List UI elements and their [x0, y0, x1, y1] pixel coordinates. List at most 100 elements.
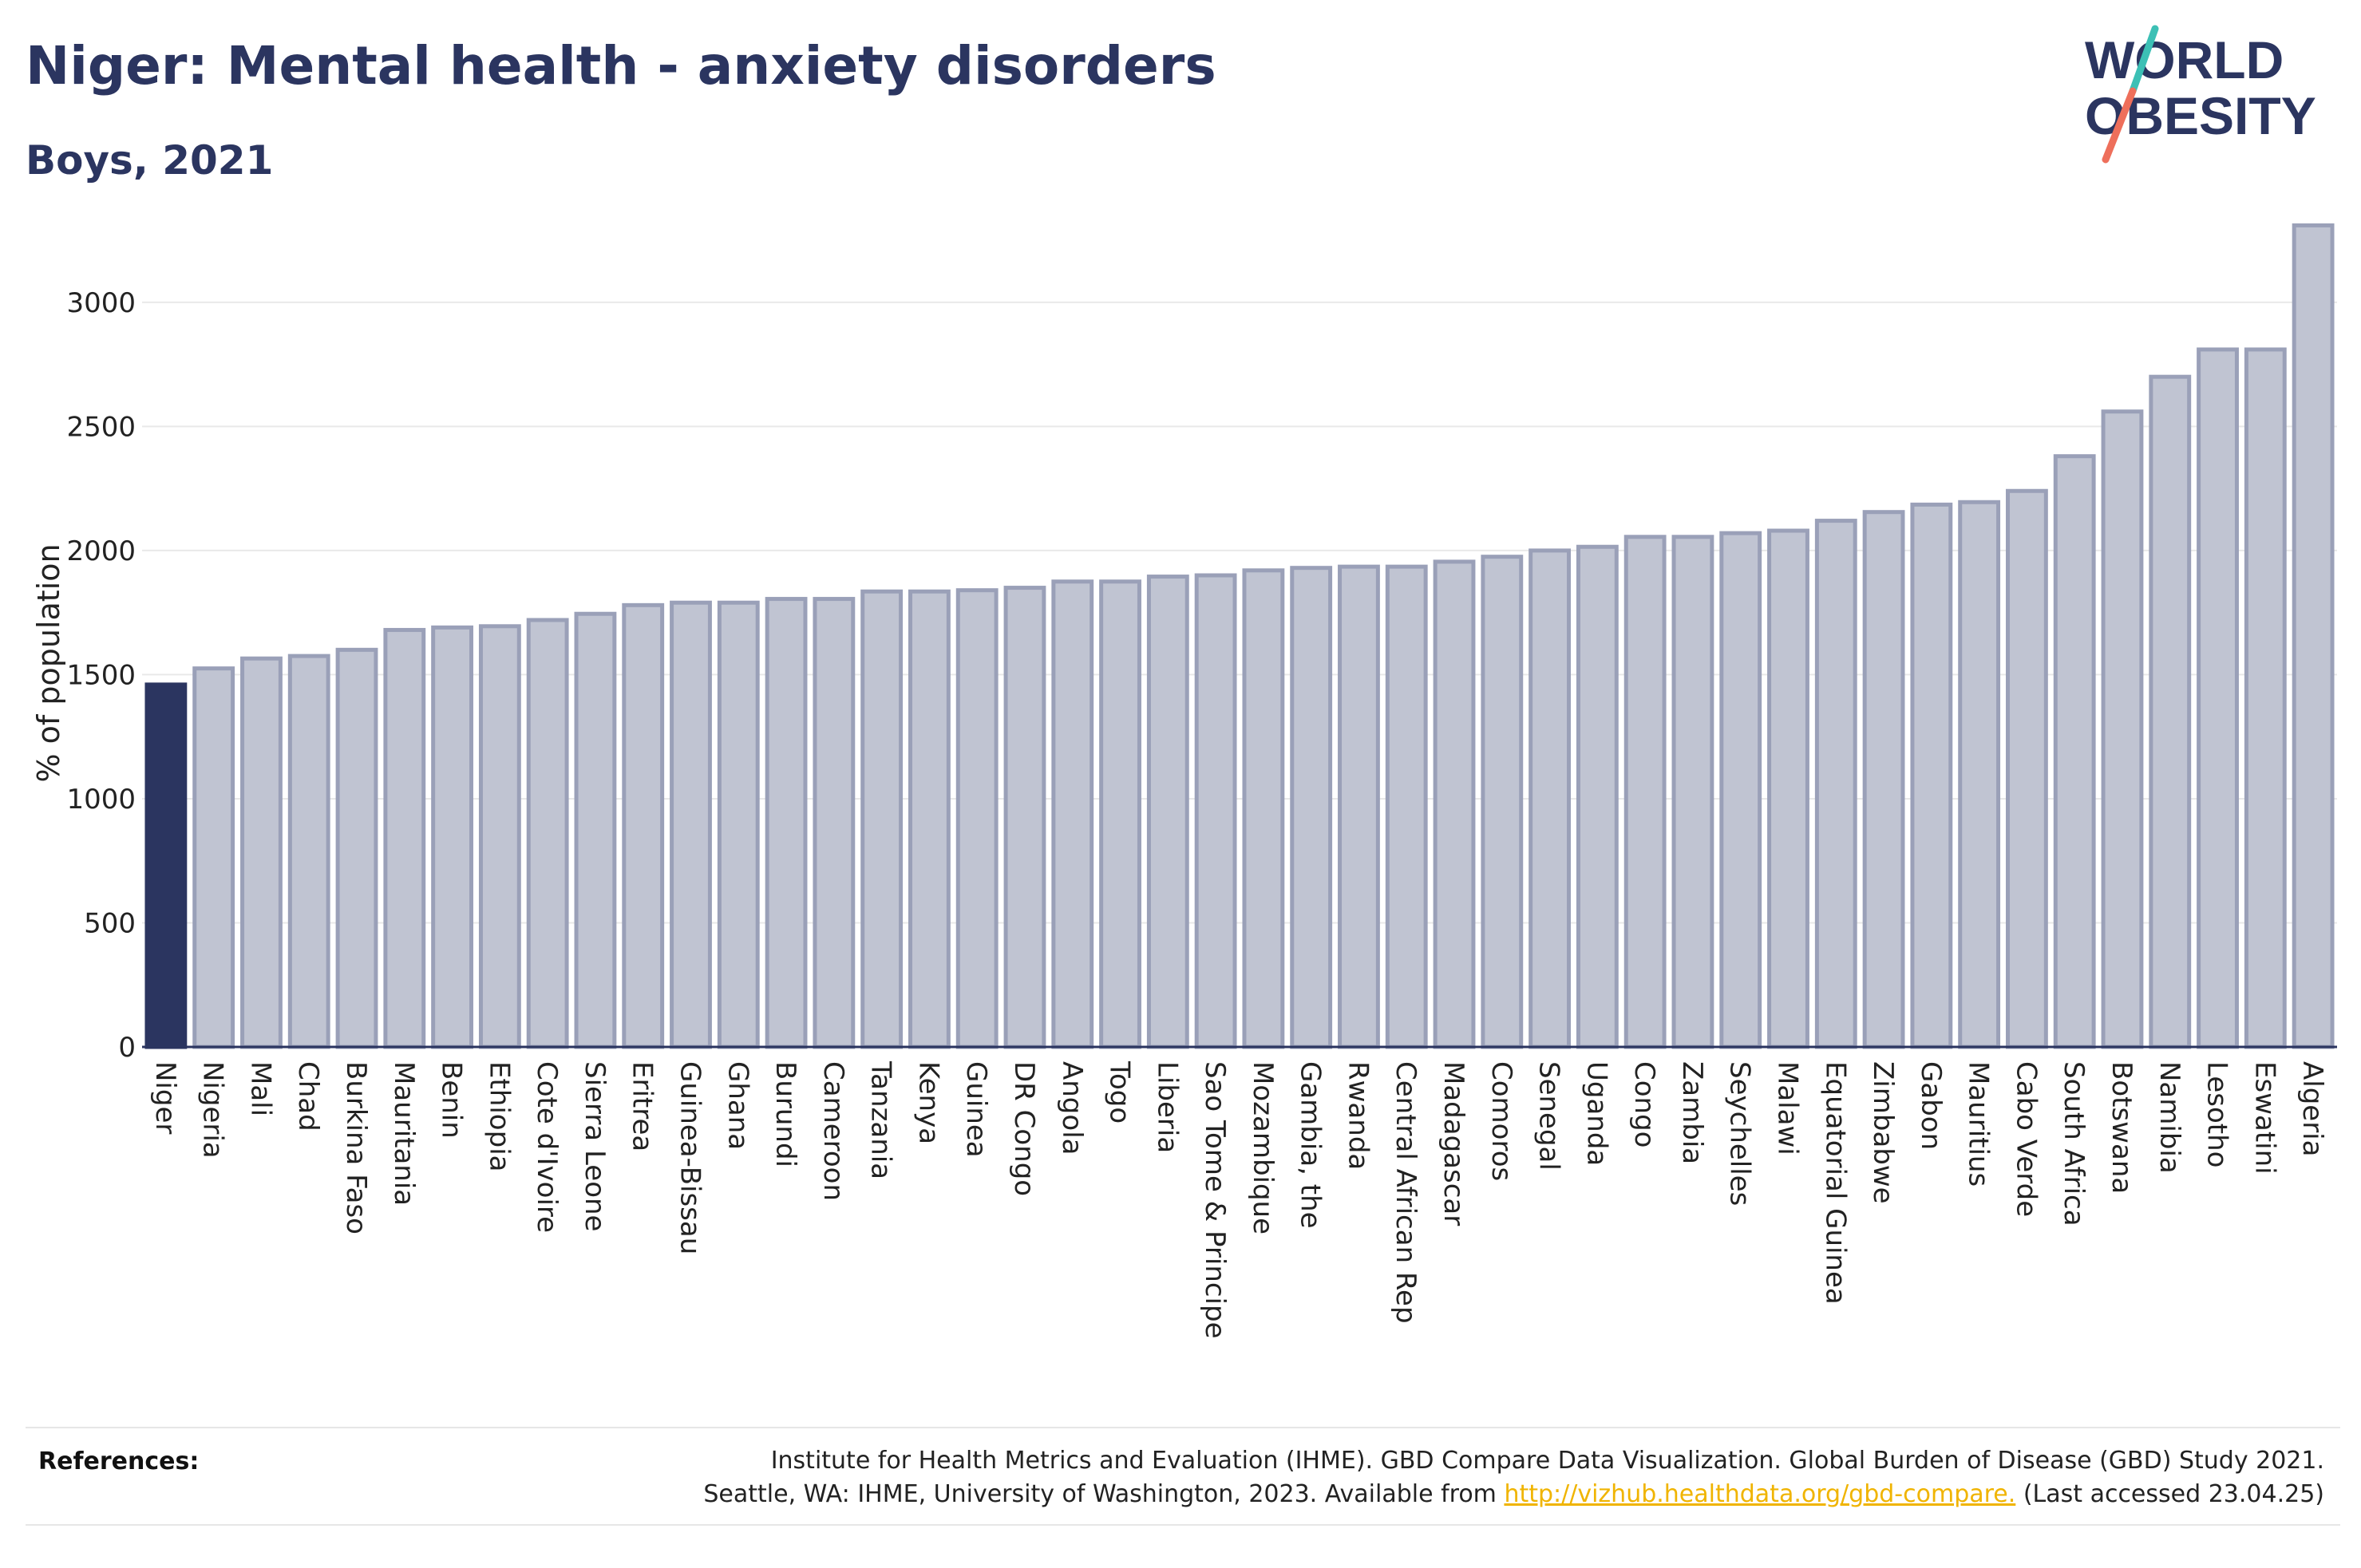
x-tick-label: Ghana	[722, 1061, 753, 1150]
bar-cameroon	[813, 597, 856, 1049]
x-tick-label: Niger	[149, 1061, 181, 1134]
x-tick-label: Mozambique	[1247, 1061, 1279, 1234]
bar-kenya	[908, 589, 951, 1049]
logo-slash-bottom	[2102, 87, 2137, 164]
x-tick-label: Kenya	[912, 1061, 944, 1144]
x-tick-label: Sao Tome & Principe	[1199, 1061, 1231, 1339]
y-tick-label: 0	[118, 1032, 136, 1064]
world-obesity-logo: WORLD OBESITY	[2085, 25, 2316, 164]
bar-malawi	[1767, 528, 1809, 1049]
bar-ethiopia	[478, 624, 521, 1049]
bar-gabon	[1910, 502, 1953, 1049]
x-tick-label: Chad	[292, 1061, 324, 1132]
x-tick-label: Central African Rep	[1390, 1061, 1422, 1324]
x-tick-label: Equatorial Guinea	[1819, 1061, 1851, 1305]
bar-mauritania	[383, 627, 426, 1049]
x-tick-label: Rwanda	[1342, 1061, 1374, 1170]
bar-seychelles	[1719, 531, 1762, 1049]
references-divider-bottom	[26, 1524, 2340, 1526]
bar-equatorial-guinea	[1814, 519, 1857, 1049]
x-tick-label: Eritrea	[627, 1061, 658, 1151]
y-tick-label: 3000	[66, 287, 136, 319]
bar-mozambique	[1242, 568, 1285, 1049]
x-tick-label: Angola	[1056, 1061, 1088, 1155]
bar-rwanda	[1338, 564, 1380, 1049]
bar-central-african-rep	[1385, 564, 1428, 1049]
bar-mauritius	[1958, 500, 2001, 1049]
bar-niger	[144, 682, 188, 1049]
y-tick-label: 2500	[66, 411, 136, 443]
logo-word-1: WORLD	[2085, 30, 2284, 89]
bar-cote-d-ivoire	[526, 618, 569, 1049]
x-tick-label: Lesotho	[2201, 1061, 2233, 1167]
x-tick-label: Seychelles	[1724, 1061, 1756, 1206]
bar-zambia	[1671, 535, 1714, 1049]
x-tick-label: Nigeria	[197, 1061, 229, 1159]
reference-link[interactable]: http://vizhub.healthdata.org/gbd-compare…	[1504, 1480, 2016, 1508]
bar-lesotho	[2197, 347, 2239, 1049]
bar-angola	[1051, 579, 1094, 1049]
x-tick-label: Mali	[244, 1061, 276, 1116]
x-tick-label: Togo	[1104, 1060, 1136, 1124]
x-tick-label: Benin	[436, 1061, 468, 1139]
x-tick-label: Ethiopia	[483, 1061, 515, 1171]
y-tick-label: 1500	[66, 659, 136, 691]
bar-south-africa	[2053, 454, 2096, 1049]
bar-sierra-leone	[574, 611, 617, 1049]
bar-burkina-faso	[335, 647, 378, 1049]
x-tick-label: Zimbabwe	[1867, 1061, 1899, 1204]
x-tick-label: Zambia	[1676, 1061, 1708, 1164]
x-tick-label: Congo	[1628, 1061, 1660, 1147]
bar-togo	[1099, 579, 1141, 1049]
page-subtitle: Boys, 2021	[26, 137, 274, 184]
bar-guinea-bissau	[670, 600, 712, 1049]
x-tick-label: Mauritius	[1963, 1061, 1995, 1187]
x-tick-label: Botswana	[2106, 1061, 2138, 1194]
x-tick-label: Gambia, the	[1295, 1061, 1327, 1229]
x-tick-label: Tanzania	[865, 1060, 897, 1179]
x-tick-label: Algeria	[2296, 1061, 2328, 1156]
bar-namibia	[2149, 374, 2192, 1049]
x-tick-label: Cameroon	[817, 1061, 849, 1201]
x-tick-label: Burkina Faso	[340, 1061, 372, 1234]
bar-chart: 0 500 1000 1500 2000 2500 3000 % of population N…	[31, 223, 2337, 1339]
x-tick-label: South Africa	[2058, 1061, 2090, 1226]
bar-burundi	[765, 597, 808, 1049]
references-divider-top	[26, 1427, 2340, 1428]
references-text: Institute for Health Metrics and Evaluat…	[703, 1444, 2324, 1511]
bar-uganda	[1576, 544, 1619, 1049]
y-axis-title: % of population	[31, 543, 66, 782]
y-tick-label: 1000	[66, 784, 136, 816]
x-tick-label: Comoros	[1485, 1061, 1517, 1181]
reference-line-1: Institute for Health Metrics and Evaluat…	[770, 1447, 2324, 1475]
bar-comoros	[1481, 555, 1524, 1049]
bar-guinea	[955, 588, 999, 1049]
x-tick-label: Cote d'Ivoire	[531, 1061, 563, 1233]
x-tick-label: Liberia	[1151, 1061, 1183, 1153]
y-tick-label: 500	[84, 907, 136, 939]
x-tick-label: Malawi	[1772, 1061, 1804, 1155]
bar-nigeria	[192, 666, 235, 1049]
x-tick-label: Burundi	[769, 1061, 801, 1167]
x-tick-label: Uganda	[1580, 1061, 1612, 1166]
x-tick-label: Namibia	[2153, 1061, 2185, 1174]
bar-botswana	[2101, 409, 2144, 1049]
bar-dr-congo	[1003, 586, 1046, 1049]
logo-slash-top	[2129, 25, 2159, 95]
bar-madagascar	[1433, 559, 1476, 1049]
y-tick-label: 2000	[66, 535, 136, 567]
bar-cabo-verde	[2006, 488, 2048, 1049]
x-tick-label: Madagascar	[1438, 1061, 1469, 1226]
bar-tanzania	[860, 589, 904, 1049]
bar-eswatini	[2244, 347, 2287, 1049]
x-tick-label: Guinea	[960, 1061, 992, 1158]
x-tick-label: Guinea-Bissau	[674, 1061, 706, 1254]
reference-line-2: Seattle, WA: IHME, University of Washing…	[703, 1478, 2324, 1511]
bar-senegal	[1529, 548, 1572, 1049]
x-tick-label: Gabon	[1915, 1061, 1947, 1150]
bar-zimbabwe	[1862, 510, 1905, 1049]
bar-liberia	[1146, 575, 1189, 1049]
bar-gambia-the	[1290, 566, 1333, 1049]
bar-eritrea	[622, 602, 665, 1049]
bar-sao-tome-principe	[1194, 573, 1237, 1049]
